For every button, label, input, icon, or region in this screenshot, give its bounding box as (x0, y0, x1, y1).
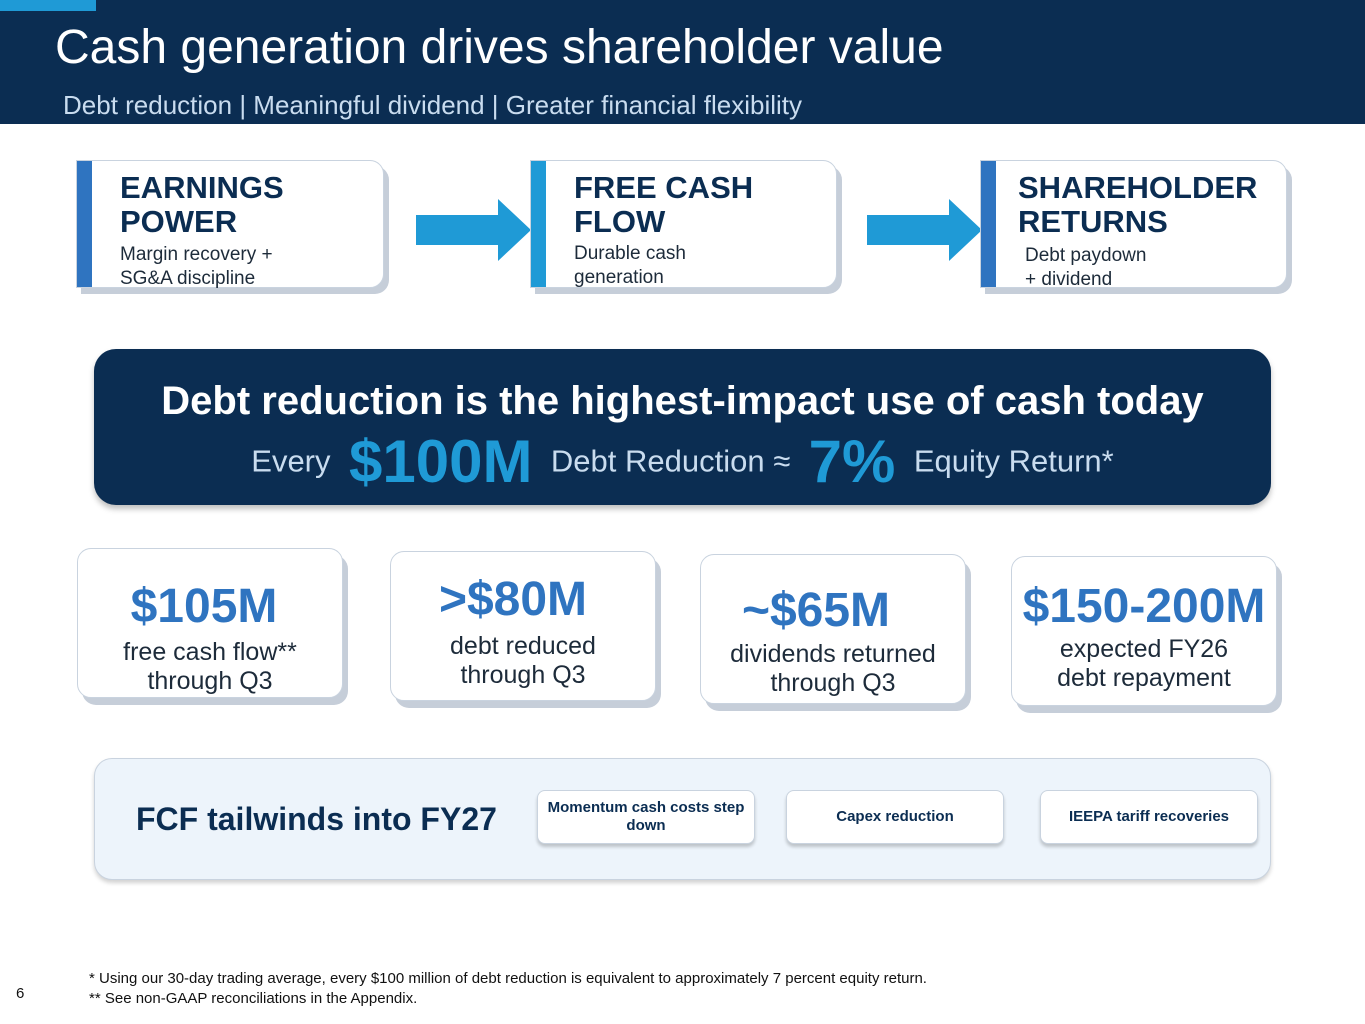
stat-value: ~$65M (741, 584, 891, 637)
stat-label: dividends returned through Q3 (701, 640, 965, 698)
stat-label: expected FY26 debt repayment (1012, 635, 1276, 693)
page-title: Cash generation drives shareholder value (55, 21, 944, 74)
tailwind-item-capex: Capex reduction (786, 790, 1004, 844)
stat-value: $105M (130, 580, 278, 633)
flow-accent-bar (981, 161, 996, 287)
flow-box-shareholder-returns: SHAREHOLDER RETURNS Debt paydown + divid… (980, 160, 1287, 290)
stat-label-line: dividends returned (730, 640, 936, 668)
flow-box-free-cash-flow: FREE CASH FLOW Durable cash generation (530, 160, 837, 288)
flow-title-line: FREE CASH (574, 170, 754, 205)
banner-equation: Every $100M Debt Reduction ≈ 7% Equity R… (94, 427, 1271, 496)
flow-title-line: RETURNS (1018, 204, 1168, 239)
flow-description: Debt paydown + dividend (1025, 244, 1146, 292)
flow-description: Margin recovery + SG&A discipline (120, 243, 273, 291)
stat-label-line: through Q3 (770, 669, 896, 697)
fcf-tailwinds-panel: FCF tailwinds into FY27 Momentum cash co… (94, 758, 1271, 880)
tailwinds-title: FCF tailwinds into FY27 (136, 801, 497, 837)
page-subtitle: Debt reduction | Meaningful dividend | G… (63, 90, 803, 120)
stat-card-fy26-repayment: $150-200M expected FY26 debt repayment (1011, 556, 1277, 706)
header-accent-bar (0, 0, 96, 11)
page-number: 6 (16, 985, 25, 1002)
stat-value: $150-200M (1022, 580, 1266, 633)
stat-label-line: expected FY26 (1059, 635, 1229, 663)
stat-label-line: through Q3 (460, 661, 586, 689)
flow-box-earnings-power: EARNINGS POWER Margin recovery + SG&A di… (76, 160, 384, 291)
flow-title: SHAREHOLDER RETURNS (1018, 171, 1257, 239)
stat-value: >$80M (438, 573, 588, 626)
right-arrow-icon (867, 199, 982, 261)
flow-title: EARNINGS POWER (120, 171, 284, 239)
footnote-2: ** See non-GAAP reconciliations in the A… (89, 990, 418, 1007)
flow-description-line: Durable cash (574, 243, 686, 264)
tailwind-item-momentum: Momentum cash costs step down (537, 790, 755, 844)
flow-title-line: EARNINGS (120, 170, 284, 205)
flow-title-line: POWER (120, 204, 238, 239)
flow-accent-bar (77, 161, 92, 287)
flow-description-line: generation (574, 267, 664, 288)
banner-middle-label: Debt Reduction ≈ (550, 443, 791, 479)
footnote-1: * Using our 30-day trading average, ever… (89, 970, 927, 987)
stat-card-free-cash-flow: $105M free cash flow** through Q3 (77, 548, 343, 698)
stat-card-dividends: ~$65M dividends returned through Q3 (700, 554, 966, 704)
tailwind-item-ieepa: IEEPA tariff recoveries (1040, 790, 1258, 844)
flow-title-line: SHAREHOLDER (1018, 170, 1258, 205)
stat-label: debt reduced through Q3 (391, 632, 655, 690)
debt-reduction-banner: Debt reduction is the highest-impact use… (94, 349, 1271, 505)
stat-label-line: free cash flow** (123, 638, 297, 666)
stat-label-line: debt reduced (450, 632, 596, 660)
flow-description-line: SG&A discipline (120, 268, 256, 289)
stat-label-line: debt repayment (1057, 664, 1231, 692)
stat-label-line: through Q3 (147, 667, 273, 695)
flow-title: FREE CASH FLOW (574, 171, 753, 239)
banner-amount: $100M (348, 428, 533, 495)
flow-accent-bar (531, 161, 546, 287)
stat-label: free cash flow** through Q3 (78, 638, 342, 696)
banner-tail-label: Equity Return* (913, 443, 1114, 479)
flow-title-line: FLOW (574, 204, 666, 239)
banner-every-label: Every (251, 443, 331, 479)
flow-description: Durable cash generation (574, 242, 686, 290)
flow-description-line: Margin recovery + (120, 244, 273, 265)
header-band: Cash generation drives shareholder value… (0, 0, 1365, 124)
banner-percent: 7% (808, 428, 896, 495)
right-arrow-icon (416, 199, 531, 261)
flow-description-line: + dividend (1025, 269, 1113, 290)
stat-card-debt-reduced: >$80M debt reduced through Q3 (390, 551, 656, 701)
flow-description-line: Debt paydown (1025, 245, 1147, 266)
banner-headline: Debt reduction is the highest-impact use… (161, 379, 1204, 423)
